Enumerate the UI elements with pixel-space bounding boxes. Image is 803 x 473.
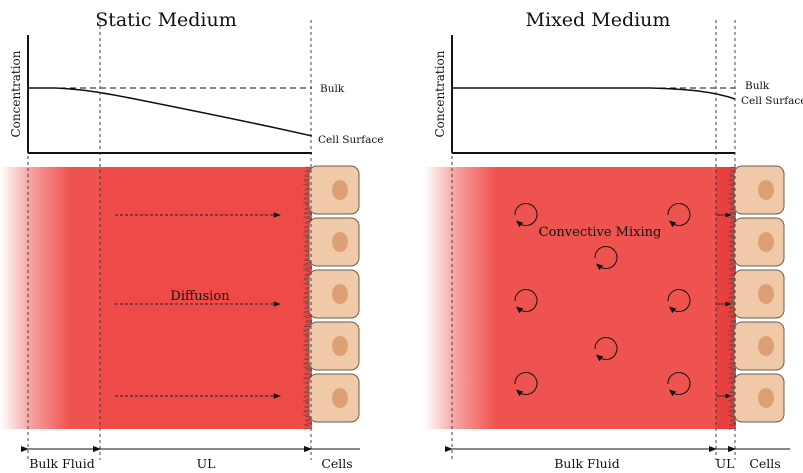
cell-nucleus	[758, 336, 774, 356]
epithelial-cell	[308, 321, 360, 371]
epithelial-cell	[733, 373, 785, 423]
static-title: Static Medium	[95, 9, 237, 31]
mixed-panel: Mixed Medium Concentration Bulk Cell Sur…	[424, 9, 803, 471]
swirl-arrow-icon	[594, 337, 618, 362]
mixed-y-axis-label: Concentration	[433, 50, 447, 137]
microvilli-fringe	[302, 166, 311, 430]
static-ul-label: UL	[197, 456, 216, 471]
epithelial-cell	[733, 165, 785, 215]
static-cell-surface-label: Cell Surface	[318, 134, 384, 146]
static-bulk-fade	[0, 167, 70, 429]
static-cells-label: Cells	[321, 456, 352, 471]
static-microvilli	[302, 166, 311, 430]
mixed-cells-label: Cells	[749, 456, 780, 471]
epithelial-cell	[308, 269, 360, 319]
cell-nucleus	[332, 336, 348, 356]
cell-nucleus	[332, 232, 348, 252]
static-concentration-curve	[28, 87, 313, 137]
cell-nucleus	[332, 284, 348, 304]
static-panel: Static Medium Concentration Bulk Cell Su…	[0, 9, 384, 471]
microvilli-fringe	[727, 166, 736, 430]
mixed-bulk-label: Bulk	[745, 80, 770, 92]
swirl-arrow-icon	[667, 289, 691, 314]
swirl-arrow-icon	[514, 203, 538, 228]
epithelial-cell	[733, 321, 785, 371]
epithelial-cell	[308, 217, 360, 267]
swirl-arrow-icon	[514, 372, 538, 397]
static-cell-column	[308, 165, 360, 423]
static-bulk-fluid-label: Bulk Fluid	[29, 456, 95, 471]
cell-nucleus	[758, 232, 774, 252]
mixed-concentration-plot: Concentration Bulk Cell Surface	[433, 35, 803, 154]
mixed-bulk-fluid-label: Bulk Fluid	[554, 456, 620, 471]
static-y-axis-label: Concentration	[9, 50, 23, 137]
swirl-arrow-icon	[594, 246, 618, 271]
convective-swirls	[514, 203, 691, 397]
static-bulk-label: Bulk	[320, 83, 345, 95]
mixed-concentration-curve	[452, 87, 736, 100]
mixed-bulk-fade	[424, 167, 496, 429]
mixed-medium	[496, 167, 736, 429]
epithelial-cell	[733, 217, 785, 267]
mixed-ul-label: UL	[716, 456, 735, 471]
swirl-arrow-icon	[514, 289, 538, 314]
mixed-cell-surface-label: Cell Surface	[741, 95, 803, 107]
cell-nucleus	[758, 388, 774, 408]
static-unstirred-layer	[100, 167, 310, 429]
static-concentration-plot: Concentration Bulk Cell Surface	[9, 35, 384, 154]
epithelial-cell	[308, 165, 360, 215]
cell-nucleus	[332, 388, 348, 408]
epithelial-cell	[308, 373, 360, 423]
diffusion-label: Diffusion	[170, 289, 230, 304]
mixed-title: Mixed Medium	[526, 9, 671, 31]
cell-nucleus	[758, 284, 774, 304]
swirl-arrow-icon	[667, 203, 691, 228]
swirl-arrow-icon	[667, 372, 691, 397]
convective-mixing-label: Convective Mixing	[539, 225, 662, 240]
cell-nucleus	[758, 180, 774, 200]
mixed-cell-column	[733, 165, 785, 423]
epithelial-cell	[733, 269, 785, 319]
cell-nucleus	[332, 180, 348, 200]
mixed-microvilli	[727, 166, 736, 430]
